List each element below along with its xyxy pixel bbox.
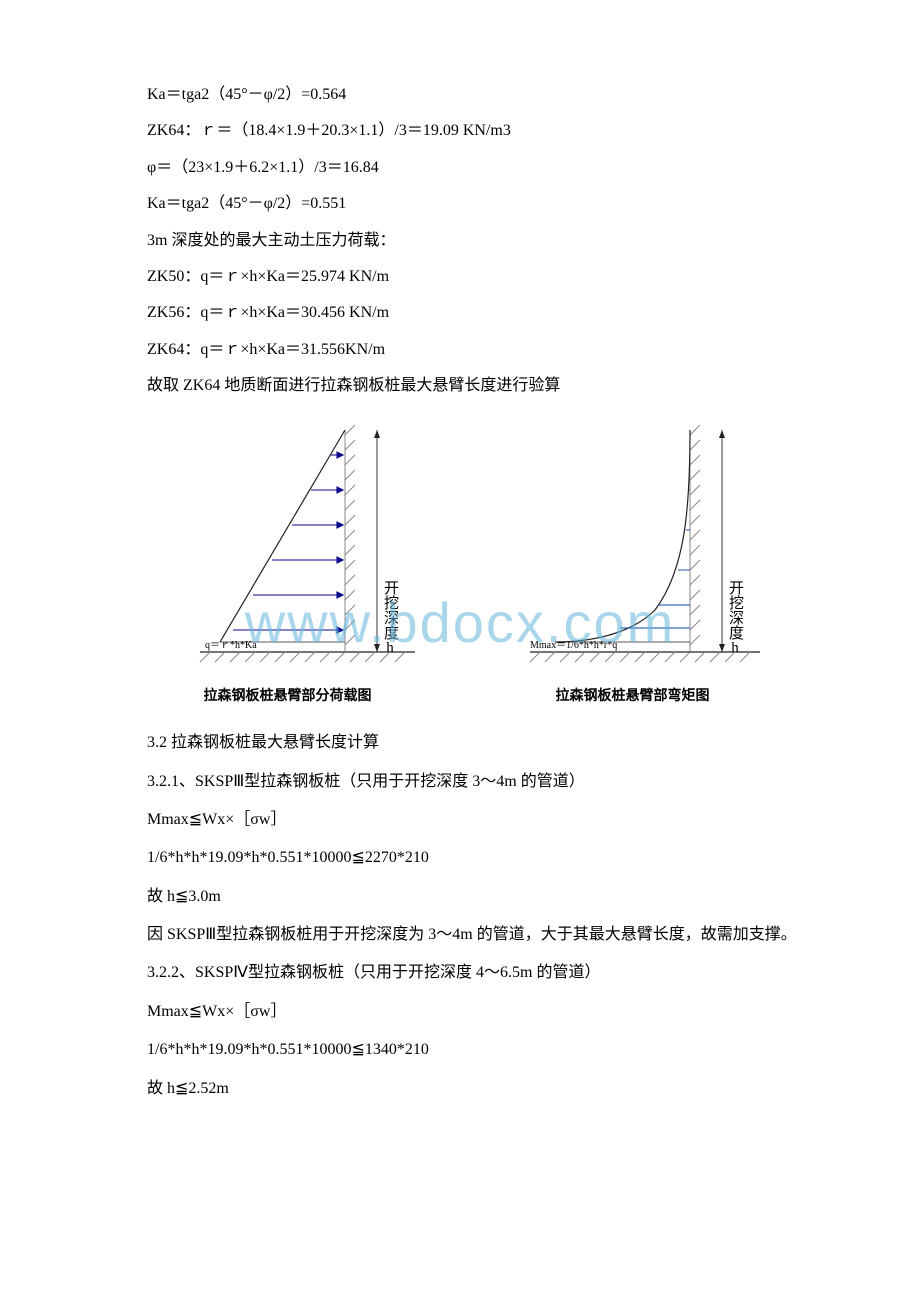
axis-label: 开挖深度h [382, 580, 399, 656]
para: 3.2 拉森钢板桩最大悬臂长度计算 [115, 728, 805, 758]
eq-line: ZK64：ｒ＝（18.4×1.9＋20.3×1.1）/3＝19.09 KN/m3 [115, 116, 805, 146]
para: 3.2.2、SKSPⅣ型拉森钢板桩（只用于开挖深度 4～6.5m 的管道） [115, 958, 805, 988]
eq-line: Ka＝tga2（45°－φ/2）=0.551 [115, 189, 805, 219]
para: 因 SKSPⅢ型拉森钢板桩用于开挖深度为 3～4m 的管道，大于其最大悬臂长度，… [115, 920, 805, 950]
eq-line: 3m 深度处的最大主动土压力荷载： [115, 226, 805, 256]
load-diagram: q＝ｒ*h*Ka 开挖深度h 拉森钢板桩悬臂部分荷载图 [115, 420, 460, 711]
bottom-text-block: 3.2 拉森钢板桩最大悬臂长度计算 3.2.1、SKSPⅢ型拉森钢板桩（只用于开… [115, 728, 805, 1104]
para: 1/6*h*h*19.09*h*0.551*10000≦2270*210 [115, 843, 805, 873]
formula-q: q＝ｒ*h*Ka [205, 640, 257, 651]
load-diagram-svg: q＝ｒ*h*Ka 开挖深度h [115, 420, 460, 680]
para: 故 h≦3.0m [115, 882, 805, 912]
para: Mmax≦Wx×［σw］ [115, 997, 805, 1027]
formula-mmax: Mmax＝1/6*h*h*r*q [530, 640, 617, 651]
para: 1/6*h*h*19.09*h*0.551*10000≦1340*210 [115, 1035, 805, 1065]
moment-diagram-svg: Mmax＝1/6*h*h*r*q 开挖深度h [460, 420, 805, 680]
eq-line: Ka＝tga2（45°－φ/2）=0.564 [115, 80, 805, 110]
load-diagram-caption: 拉森钢板桩悬臂部分荷载图 [115, 684, 460, 711]
para: 3.2.1、SKSPⅢ型拉森钢板桩（只用于开挖深度 3～4m 的管道） [115, 767, 805, 797]
moment-diagram: Mmax＝1/6*h*h*r*q 开挖深度h 拉森钢板桩悬臂部弯矩图 [460, 420, 805, 711]
top-equations-block: Ka＝tga2（45°－φ/2）=0.564 ZK64：ｒ＝（18.4×1.9＋… [115, 80, 805, 402]
axis-label: 开挖深度h [727, 580, 744, 656]
eq-line: φ＝（23×1.9＋6.2×1.1）/3＝16.84 [115, 153, 805, 183]
moment-diagram-caption: 拉森钢板桩悬臂部弯矩图 [460, 684, 805, 711]
para: 故 h≦2.52m [115, 1074, 805, 1104]
eq-line: 故取 ZK64 地质断面进行拉森钢板桩最大悬臂长度进行验算 [115, 371, 805, 401]
para: Mmax≦Wx×［σw］ [115, 805, 805, 835]
diagram-row: q＝ｒ*h*Ka 开挖深度h 拉森钢板桩悬臂部分荷载图 [115, 420, 805, 711]
eq-line: ZK56：q＝ｒ×h×Ka＝30.456 KN/m [115, 298, 805, 328]
eq-line: ZK64：q＝ｒ×h×Ka＝31.556KN/m [115, 335, 805, 365]
eq-line: ZK50：q＝ｒ×h×Ka＝25.974 KN/m [115, 262, 805, 292]
